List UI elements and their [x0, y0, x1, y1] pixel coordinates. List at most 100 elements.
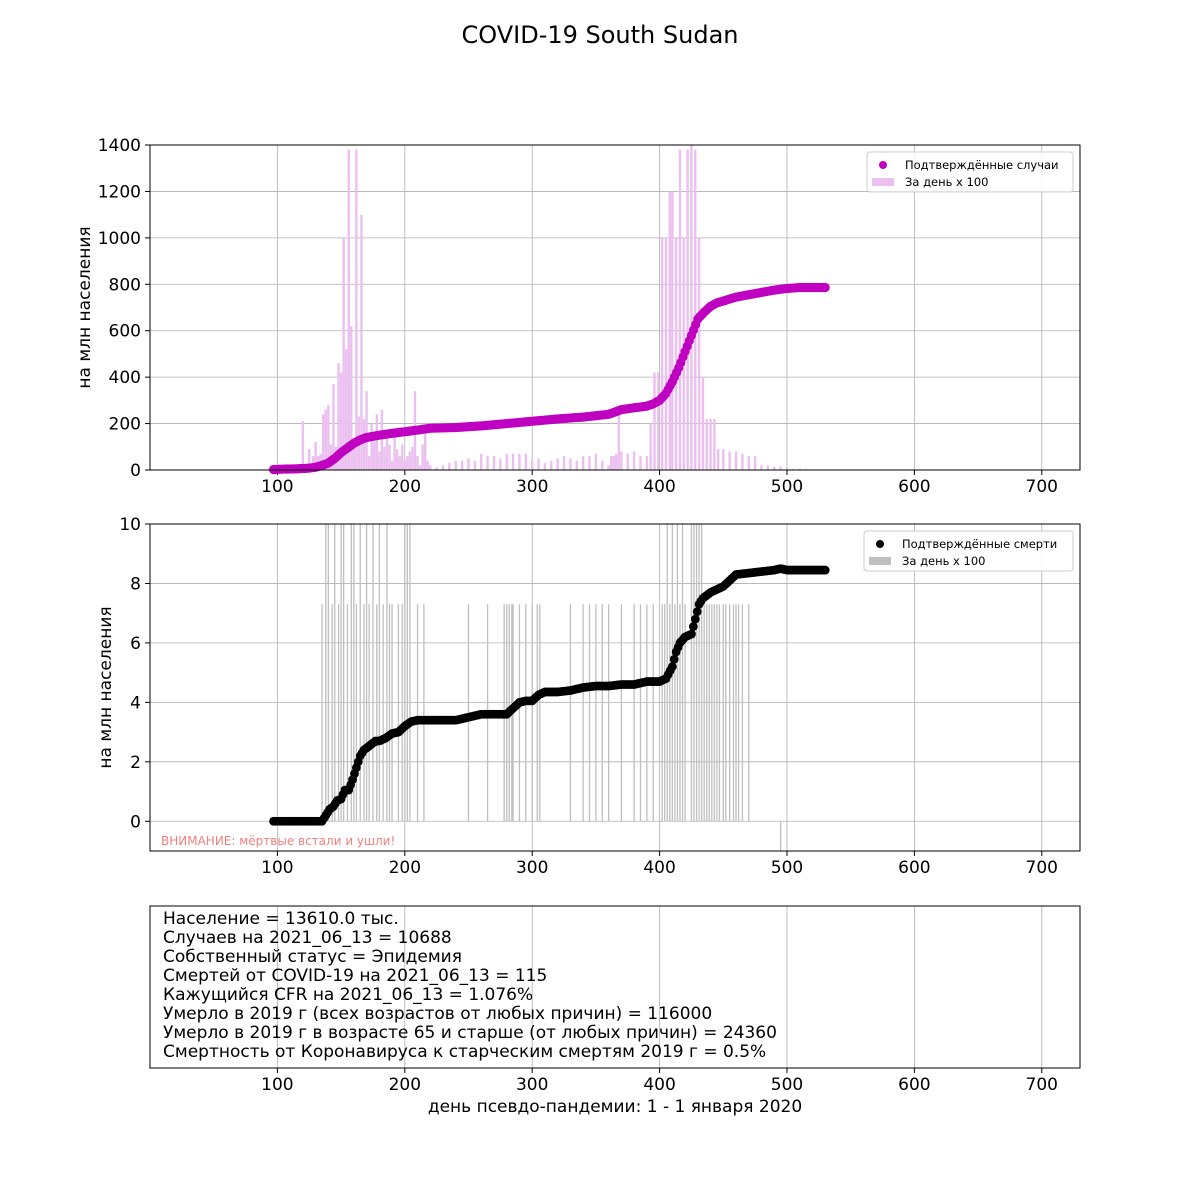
daily-bar: [388, 604, 391, 822]
daily-bar: [664, 237, 668, 470]
daily-bar: [327, 405, 330, 470]
y-axis-label: на млн населения: [75, 226, 95, 388]
daily-bar: [684, 604, 686, 822]
x-tick-label: 300: [516, 1075, 548, 1095]
daily-bar: [367, 456, 371, 470]
x-tick-label: 600: [898, 858, 930, 878]
daily-bar: [337, 363, 340, 470]
daily-bar: [581, 456, 585, 470]
daily-bar: [308, 449, 311, 470]
daily-bar: [480, 453, 483, 470]
info-line: Смертей от COVID-19 на 2021_06_13 = 115: [163, 966, 547, 986]
daily-bar: [588, 456, 591, 470]
x-tick-label: 100: [261, 477, 293, 497]
x-tick-label: 400: [643, 477, 675, 497]
daily-bar: [646, 604, 648, 822]
x-tick-label: 400: [643, 858, 675, 878]
daily-bar: [473, 460, 477, 470]
y-tick-label: 600: [109, 322, 141, 342]
daily-bar: [543, 463, 547, 470]
daily-bar: [350, 326, 353, 470]
daily-bar: [693, 524, 695, 822]
legend-marker: [879, 161, 887, 169]
daily-bar: [722, 604, 724, 822]
daily-bar: [664, 604, 666, 822]
daily-bar: [363, 604, 365, 822]
y-tick-label: 6: [130, 634, 141, 654]
daily-bar: [718, 604, 721, 822]
daily-bar: [703, 604, 705, 822]
daily-bar: [620, 451, 623, 470]
daily-bar: [728, 451, 731, 470]
daily-bar: [353, 524, 355, 822]
daily-bar: [639, 456, 642, 470]
daily-bar: [612, 456, 615, 470]
x-axis-label: день псевдо-пандемии: 1 - 1 января 2020: [428, 1097, 802, 1117]
legend-box: [863, 530, 1074, 572]
daily-bar: [711, 604, 713, 822]
daily-bar: [674, 237, 678, 470]
y-tick-label: 1200: [98, 182, 141, 202]
daily-bar: [401, 604, 403, 822]
info-line: Умерло в 2019 г в возрасте 65 и старше (…: [163, 1023, 777, 1043]
daily-bar: [700, 524, 703, 822]
daily-bar: [716, 449, 720, 470]
info-line: Население = 13610.0 тыс.: [163, 909, 399, 929]
daily-bar: [735, 604, 737, 822]
daily-bar: [404, 524, 406, 822]
daily-bar: [668, 191, 671, 470]
daily-bar: [798, 468, 801, 470]
x-tick-label: 400: [643, 1075, 675, 1095]
cumulative-point: [687, 629, 696, 639]
daily-bar: [686, 149, 689, 470]
daily-bar: [660, 237, 664, 470]
daily-bar: [423, 428, 427, 470]
legend-bar-swatch: [869, 557, 891, 565]
legend-label-daily: За день х 100: [902, 554, 985, 568]
daily-bar: [386, 524, 388, 822]
daily-bar: [537, 458, 540, 470]
y-tick-label: 800: [109, 275, 141, 295]
cumulative-point: [667, 662, 677, 672]
legend-box: [866, 151, 1074, 193]
daily-bar: [492, 456, 496, 470]
daily-bar: [708, 604, 710, 822]
x-tick-label: 200: [389, 1075, 421, 1095]
daily-bar: [792, 468, 795, 470]
daily-bar: [467, 458, 470, 470]
x-tick-label: 600: [898, 1075, 930, 1095]
daily-bar: [331, 604, 333, 822]
x-tick-label: 500: [771, 858, 803, 878]
daily-bar: [678, 149, 682, 470]
y-tick-label: 1000: [98, 229, 141, 249]
daily-bar: [698, 524, 700, 822]
y-tick-label: 0: [130, 461, 141, 481]
daily-bar: [346, 604, 349, 822]
daily-bar: [401, 444, 404, 470]
x-tick-label: 300: [516, 477, 548, 497]
daily-bar: [620, 604, 623, 822]
daily-bar: [609, 456, 613, 470]
daily-bar: [588, 604, 591, 822]
daily-bar: [416, 456, 419, 470]
info-frame: [149, 905, 1081, 1069]
daily-bar: [607, 604, 610, 822]
y-tick-label: 400: [109, 368, 141, 388]
daily-bar: [617, 414, 621, 470]
daily-bar: [713, 604, 716, 822]
info-line: Смертность от Коронавируса к старческим …: [163, 1042, 766, 1062]
info-line: Случаев на 2021_06_13 = 10688: [163, 928, 452, 948]
x-tick-label: 300: [516, 858, 548, 878]
daily-bar: [390, 460, 394, 470]
daily-bar: [615, 453, 618, 470]
cumulative-point: [669, 654, 679, 664]
daily-bar: [365, 524, 368, 822]
daily-bar: [705, 418, 708, 470]
y-tick-label: 8: [130, 574, 141, 594]
daily-bar: [355, 149, 358, 470]
daily-bar: [556, 458, 559, 470]
daily-bar: [632, 451, 636, 470]
daily-bar: [467, 604, 470, 822]
daily-bar: [697, 237, 701, 470]
daily-bar: [748, 604, 750, 822]
